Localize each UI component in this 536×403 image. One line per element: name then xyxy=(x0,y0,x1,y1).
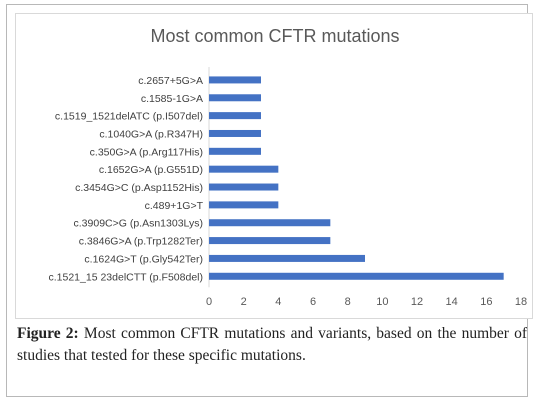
figure-frame: Most common CFTR mutations c.2657+5G>A c.… xyxy=(6,4,533,397)
x-tick-label: 10 xyxy=(376,296,388,308)
bar-chart: c.2657+5G>A c.1585-1G>A c.1519_1521delATC … xyxy=(49,67,527,308)
category-label: c.1652G>A (p.G551D) xyxy=(99,164,203,176)
category-label: c.1624G>T (p.Gly542Ter) xyxy=(84,253,203,265)
chart-area: Most common CFTR mutations c.2657+5G>A c.… xyxy=(15,13,533,319)
category-label: c.3846G>A (p.Trp1282Ter) xyxy=(79,236,203,248)
chart-title: Most common CFTR mutations xyxy=(150,26,400,46)
category-label: c.489+1G>T xyxy=(145,200,204,212)
category-label: c.350G>A (p.Arg117His) xyxy=(90,146,203,158)
category-label: c.1585-1G>A xyxy=(141,93,203,105)
category-label: c.1040G>A (p.R347H) xyxy=(99,128,203,140)
caption-text: Most common CFTR mutations and variants,… xyxy=(17,325,527,364)
x-tick-label: 4 xyxy=(275,296,281,308)
bar xyxy=(209,147,261,155)
x-tick-label: 18 xyxy=(515,296,527,308)
bar xyxy=(209,129,261,137)
bar xyxy=(209,76,261,84)
bar xyxy=(209,165,279,173)
bar xyxy=(209,94,261,102)
bar xyxy=(209,272,504,280)
x-tick-label: 14 xyxy=(446,296,458,308)
bar xyxy=(209,183,279,191)
bar xyxy=(209,219,331,227)
category-label: c.1521_15 23delCTT (p.F508del) xyxy=(49,271,204,283)
category-label: c.2657+5G>A xyxy=(138,75,203,87)
x-tick-label: 6 xyxy=(310,296,316,308)
category-label: c.3909C>G (p.Asn1303Lys) xyxy=(74,218,203,230)
x-tick-label: 12 xyxy=(411,296,423,308)
x-tick-label: 16 xyxy=(480,296,492,308)
x-tick-label: 8 xyxy=(345,296,351,308)
category-label: c.3454G>C (p.Asp1152His) xyxy=(75,182,203,194)
x-tick-label: 0 xyxy=(206,296,212,308)
caption-label: Figure 2: xyxy=(17,325,79,342)
bar xyxy=(209,237,331,245)
bar xyxy=(209,254,365,262)
figure-caption: Figure 2: Most common CFTR mutations and… xyxy=(17,323,527,367)
bar xyxy=(209,112,261,120)
x-tick-label: 2 xyxy=(241,296,247,308)
bar xyxy=(209,201,279,209)
category-label: c.1519_1521delATC (p.I507del) xyxy=(55,111,203,123)
